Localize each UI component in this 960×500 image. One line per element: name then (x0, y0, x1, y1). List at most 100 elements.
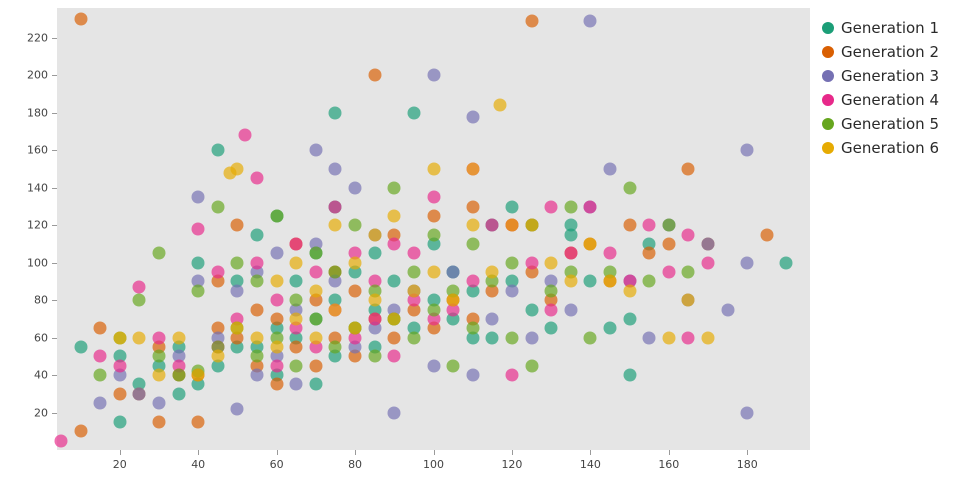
scatter-point-gen-6[interactable] (348, 256, 362, 270)
scatter-point-gen-3[interactable] (368, 321, 382, 335)
scatter-point-gen-3[interactable] (740, 256, 754, 270)
scatter-point-gen-4[interactable] (485, 218, 499, 232)
scatter-point-gen-3[interactable] (446, 265, 460, 279)
scatter-point-gen-5[interactable] (466, 321, 480, 335)
scatter-point-gen-4[interactable] (427, 312, 440, 326)
scatter-point-gen-2[interactable] (289, 340, 303, 354)
scatter-point-gen-5[interactable] (583, 331, 597, 345)
scatter-point-gen-5[interactable] (427, 228, 440, 242)
scatter-point-gen-1[interactable] (211, 143, 225, 157)
scatter-point-gen-6[interactable] (309, 284, 323, 298)
scatter-point-gen-1[interactable] (466, 331, 480, 345)
scatter-point-gen-4[interactable] (681, 228, 695, 242)
scatter-point-gen-4[interactable] (446, 303, 460, 317)
scatter-point-gen-4[interactable] (289, 237, 303, 251)
scatter-point-gen-6[interactable] (603, 274, 617, 288)
scatter-point-gen-4[interactable] (681, 331, 695, 345)
scatter-point-gen-6[interactable] (152, 368, 166, 382)
scatter-point-gen-2[interactable] (525, 265, 539, 279)
scatter-point-gen-5[interactable] (328, 265, 342, 279)
scatter-point-gen-5[interactable] (289, 293, 303, 307)
scatter-point-gen-4[interactable] (289, 321, 303, 335)
scatter-point-gen-5[interactable] (289, 359, 303, 373)
scatter-point-gen-5[interactable] (211, 200, 225, 214)
scatter-point-gen-6[interactable] (113, 331, 127, 345)
scatter-point-gen-6[interactable] (328, 303, 342, 317)
scatter-point-gen-3[interactable] (250, 368, 264, 382)
scatter-point-gen-6[interactable] (493, 98, 507, 112)
scatter-point-gen-3[interactable] (427, 359, 440, 373)
scatter-point-gen-4[interactable] (544, 303, 558, 317)
scatter-point-gen-2[interactable] (681, 162, 695, 176)
scatter-point-gen-5[interactable] (387, 181, 401, 195)
scatter-point-gen-2[interactable] (309, 359, 323, 373)
scatter-point-gen-3[interactable] (740, 406, 754, 420)
scatter-point-gen-5[interactable] (93, 368, 107, 382)
scatter-point-gen-3[interactable] (152, 396, 166, 410)
scatter-point-gen-5[interactable] (328, 340, 342, 354)
scatter-point-gen-4[interactable] (701, 256, 715, 270)
scatter-point-gen-3[interactable] (564, 303, 578, 317)
scatter-point-gen-3[interactable] (348, 340, 362, 354)
scatter-point-gen-6[interactable] (348, 321, 362, 335)
scatter-point-gen-5[interactable] (564, 200, 578, 214)
scatter-point-gen-6[interactable] (544, 256, 558, 270)
scatter-point-gen-3[interactable] (740, 143, 754, 157)
scatter-point-gen-5[interactable] (309, 312, 323, 326)
scatter-point-gen-4[interactable] (211, 265, 225, 279)
scatter-point-gen-4[interactable] (603, 246, 617, 260)
scatter-point-gen-4[interactable] (662, 265, 676, 279)
scatter-point-gen-6[interactable] (289, 312, 303, 326)
scatter-point-gen-4[interactable] (427, 190, 440, 204)
scatter-point-gen-1[interactable] (564, 228, 578, 242)
scatter-point-gen-4[interactable] (525, 256, 539, 270)
scatter-point-gen-5[interactable] (642, 274, 656, 288)
scatter-point-gen-4[interactable] (328, 200, 342, 214)
scatter-point-gen-6[interactable] (662, 331, 676, 345)
scatter-point-gen-2[interactable] (485, 284, 499, 298)
scatter-point-gen-2[interactable] (74, 424, 88, 438)
scatter-point-gen-5[interactable] (132, 293, 146, 307)
scatter-point-gen-6[interactable] (485, 265, 499, 279)
scatter-point-gen-2[interactable] (525, 14, 539, 28)
scatter-point-gen-4[interactable] (113, 359, 127, 373)
scatter-point-gen-3[interactable] (387, 406, 401, 420)
scatter-point-gen-5[interactable] (250, 349, 264, 363)
scatter-point-gen-4[interactable] (583, 200, 597, 214)
scatter-point-gen-3[interactable] (701, 237, 715, 251)
scatter-point-gen-3[interactable] (525, 331, 539, 345)
scatter-point-gen-6[interactable] (427, 265, 440, 279)
scatter-point-gen-5[interactable] (466, 237, 480, 251)
scatter-point-gen-4[interactable] (564, 246, 578, 260)
scatter-point-gen-6[interactable] (583, 237, 597, 251)
scatter-point-gen-1[interactable] (74, 340, 88, 354)
scatter-point-gen-6[interactable] (230, 321, 244, 335)
scatter-point-gen-5[interactable] (485, 274, 499, 288)
scatter-point-gen-1[interactable] (348, 265, 362, 279)
scatter-point-gen-6[interactable] (309, 331, 323, 345)
scatter-point-gen-1[interactable] (564, 218, 578, 232)
scatter-point-gen-3[interactable] (191, 190, 205, 204)
scatter-point-gen-5[interactable] (662, 218, 676, 232)
scatter-point-gen-4[interactable] (270, 293, 284, 307)
scatter-point-gen-2[interactable] (348, 284, 362, 298)
scatter-point-gen-2[interactable] (427, 321, 440, 335)
scatter-point-gen-6[interactable] (387, 312, 401, 326)
scatter-point-gen-4[interactable] (505, 368, 519, 382)
scatter-point-gen-3[interactable] (603, 162, 617, 176)
scatter-point-gen-4[interactable] (348, 331, 362, 345)
scatter-point-gen-1[interactable] (544, 321, 558, 335)
scatter-point-gen-6[interactable] (407, 284, 421, 298)
scatter-point-gen-6[interactable] (466, 162, 480, 176)
scatter-point-gen-2[interactable] (466, 200, 480, 214)
scatter-point-gen-5[interactable] (623, 181, 637, 195)
scatter-point-gen-2[interactable] (113, 387, 127, 401)
scatter-point-gen-1[interactable] (485, 331, 499, 345)
scatter-point-gen-5[interactable] (309, 246, 323, 260)
scatter-point-gen-1[interactable] (113, 415, 127, 429)
scatter-point-gen-2[interactable] (270, 312, 284, 326)
scatter-point-gen-5[interactable] (505, 331, 519, 345)
scatter-point-gen-4[interactable] (309, 340, 323, 354)
scatter-point-gen-4[interactable] (54, 434, 68, 448)
scatter-point-gen-2[interactable] (623, 218, 637, 232)
